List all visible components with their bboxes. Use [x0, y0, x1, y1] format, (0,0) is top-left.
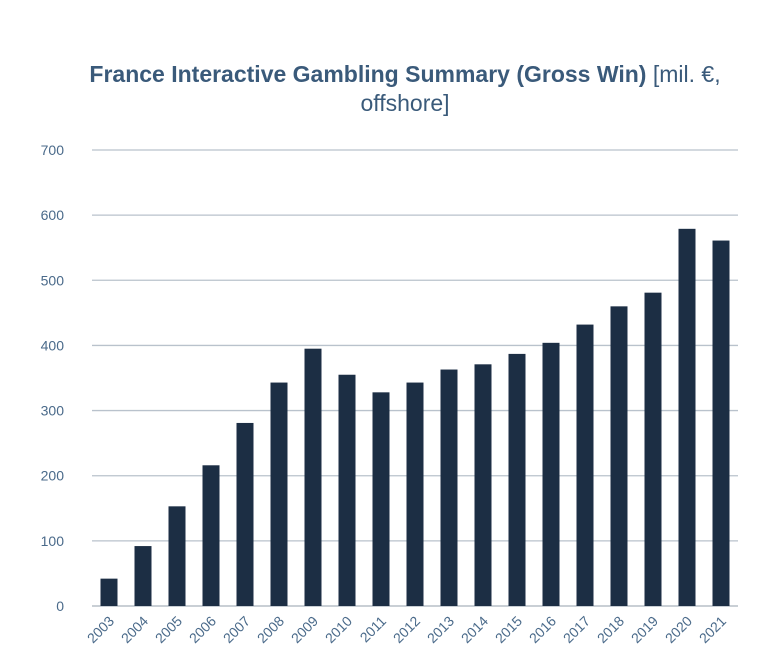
y-tick-label: 600: [41, 207, 65, 223]
x-tick-label: 2005: [152, 613, 185, 646]
y-tick-label: 100: [41, 533, 65, 549]
x-tick-label: 2010: [322, 613, 355, 646]
x-tick-label: 2012: [390, 613, 423, 646]
x-tick-label: 2011: [357, 613, 390, 646]
bar-2015: [508, 353, 526, 606]
y-tick-label: 700: [41, 142, 65, 158]
x-tick-label: 2008: [254, 613, 287, 646]
x-tick-label: 2016: [526, 613, 559, 646]
y-tick-label: 200: [41, 468, 65, 484]
x-tick-label: 2003: [84, 613, 117, 646]
x-tick-label: 2015: [492, 613, 525, 646]
x-tick-label: 2004: [118, 613, 151, 646]
bar-2009: [304, 348, 322, 606]
y-tick-label: 300: [41, 403, 65, 419]
x-tick-label: 2020: [662, 613, 695, 646]
bar-2003: [100, 578, 118, 606]
bar-2013: [440, 369, 458, 606]
x-tick-label: 2021: [696, 613, 729, 646]
x-tick-label: 2017: [560, 613, 593, 646]
bar-2006: [202, 465, 220, 606]
bar-2004: [134, 546, 152, 606]
x-tick-label: 2013: [424, 613, 457, 646]
bar-2005: [168, 506, 186, 606]
bar-2014: [474, 364, 492, 606]
bar-2017: [576, 324, 594, 606]
bar-2008: [270, 382, 288, 606]
x-tick-label: 2009: [288, 613, 321, 646]
bar-2020: [678, 228, 696, 606]
x-tick-label: 2014: [458, 613, 491, 646]
chart-title-unit: [mil. €, offshore]: [360, 61, 721, 116]
x-tick-label: 2018: [594, 613, 627, 646]
bar-2019: [644, 292, 662, 606]
bar-2021: [712, 240, 730, 606]
bar-2018: [610, 306, 628, 606]
chart-title: France Interactive Gambling Summary (Gro…: [60, 60, 750, 118]
bar-2016: [542, 342, 560, 606]
bar-2012: [406, 382, 424, 606]
x-tick-label: 2006: [186, 613, 219, 646]
y-tick-label: 500: [41, 272, 65, 288]
y-tick-label: 400: [41, 337, 65, 353]
bar-2010: [338, 374, 356, 606]
chart-title-main: France Interactive Gambling Summary (Gro…: [89, 61, 647, 87]
bar-2011: [372, 392, 390, 606]
x-tick-label: 2019: [628, 613, 661, 646]
x-tick-label: 2007: [220, 613, 253, 646]
bar-2007: [236, 422, 254, 606]
y-tick-label: 0: [56, 598, 64, 614]
